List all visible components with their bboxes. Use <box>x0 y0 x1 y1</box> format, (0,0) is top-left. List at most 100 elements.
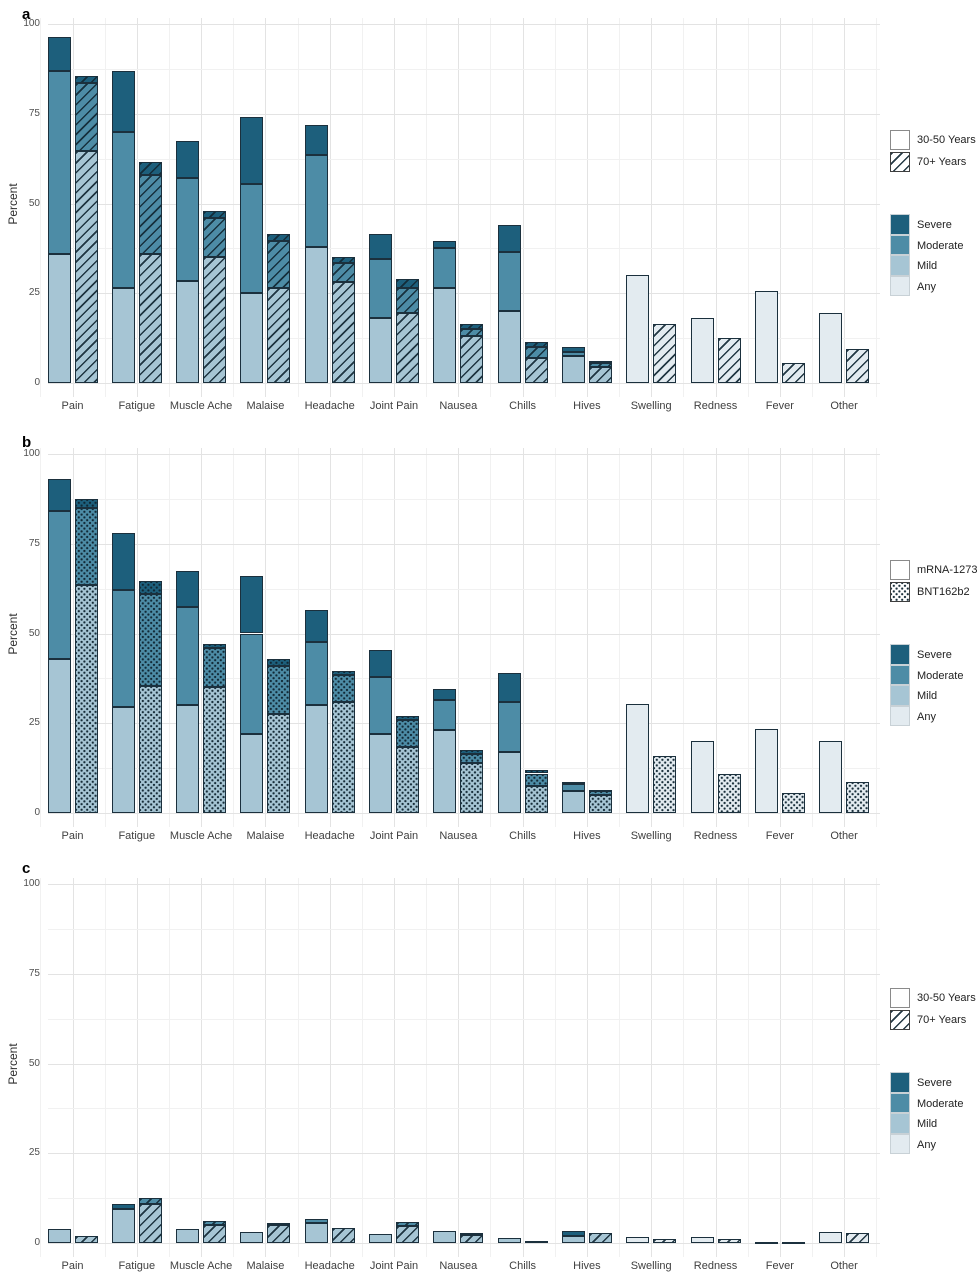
gridline-vertical <box>201 448 203 827</box>
bar-segment <box>331 257 355 263</box>
bar-segment <box>304 705 328 813</box>
hatch-pattern <box>782 364 804 382</box>
bar-segment <box>396 1221 419 1227</box>
category-label: Swelling <box>630 830 672 842</box>
hatch-pattern <box>718 339 740 382</box>
bar-segment <box>74 585 98 813</box>
gridline-vertical-minor <box>619 878 621 1257</box>
bar-segment <box>433 699 457 731</box>
category-label: Redness <box>693 1260 738 1272</box>
bar-segment <box>111 707 135 813</box>
bar-segment <box>267 714 291 813</box>
hatch-pattern <box>397 1227 418 1242</box>
bar-segment <box>396 278 419 288</box>
bar-segment <box>561 782 585 785</box>
gridline-vertical-minor <box>361 448 363 827</box>
y-axis-tick-label: 25 <box>28 717 40 729</box>
bar-segment <box>240 293 264 383</box>
bar-segment <box>626 1236 650 1243</box>
hatch-pattern <box>204 211 226 217</box>
bar-segment <box>524 347 548 358</box>
dot-pattern <box>139 686 161 812</box>
bar-segment <box>138 1203 162 1243</box>
dot-pattern <box>204 688 226 812</box>
bar-segment <box>396 287 419 313</box>
bar-segment <box>433 1231 457 1243</box>
dot-pattern <box>782 794 804 812</box>
dot-pattern <box>589 792 611 795</box>
bar-segment <box>240 734 264 813</box>
bar-segment <box>396 716 419 720</box>
legend-group-swatch <box>890 152 910 172</box>
hatch-pattern <box>204 1226 226 1242</box>
y-axis-tick-label: 50 <box>28 1057 40 1069</box>
dot-pattern <box>525 770 547 773</box>
gridline-vertical <box>394 878 395 1257</box>
dot-pattern <box>847 783 869 812</box>
bar-segment <box>819 741 843 813</box>
category-label: Pain <box>61 830 84 842</box>
legend-group-label: BNT162b2 <box>917 586 970 598</box>
hatch-pattern <box>847 1233 869 1242</box>
gridline-vertical-minor <box>233 878 235 1257</box>
gridline-vertical-minor <box>876 878 878 1257</box>
bar-segment <box>653 1239 677 1243</box>
bar-segment <box>111 590 135 708</box>
hatch-pattern <box>139 175 161 253</box>
bar-segment <box>267 234 291 242</box>
hatch-pattern <box>525 342 547 347</box>
y-axis-tick-label: 100 <box>23 448 40 459</box>
bar-segment <box>369 734 392 813</box>
y-axis-title: Percent <box>6 1042 20 1085</box>
legend-severity-label: Severe <box>917 649 952 661</box>
bar-segment <box>304 1218 328 1224</box>
gridline-vertical-minor <box>490 878 492 1257</box>
category-label: Pain <box>61 1260 84 1272</box>
gridline-vertical-minor <box>426 878 428 1257</box>
gridline-vertical-minor <box>683 18 685 397</box>
gridline-vertical <box>522 448 524 827</box>
gridline-horizontal-minor <box>47 1108 880 1110</box>
bar-segment <box>561 1235 585 1243</box>
gridline-vertical-minor <box>104 448 106 827</box>
bar-segment <box>47 36 71 71</box>
bar-segment <box>396 1226 419 1243</box>
category-label: Malaise <box>246 830 285 842</box>
bar-segment <box>267 287 291 383</box>
gridline-vertical <box>136 448 138 827</box>
y-axis-tick-label: 0 <box>34 1237 40 1248</box>
bar-segment <box>240 117 264 184</box>
bar-segment <box>369 234 392 260</box>
bar-segment <box>331 1227 355 1243</box>
category-label: Redness <box>693 400 738 412</box>
bar-segment <box>304 610 328 643</box>
hatch-pattern <box>139 1204 161 1242</box>
bar-segment <box>460 762 484 813</box>
category-label: Muscle Ache <box>169 1260 233 1272</box>
dot-pattern <box>75 508 97 585</box>
legend-group-swatch <box>890 560 910 580</box>
bar-segment <box>47 479 71 512</box>
bar-segment <box>819 312 843 383</box>
bar-segment <box>497 672 521 702</box>
hatch-pattern <box>891 1011 909 1029</box>
bar-segment <box>781 1241 805 1244</box>
bar-segment <box>304 246 328 383</box>
bar-segment <box>331 262 355 283</box>
bar-segment <box>203 1221 227 1226</box>
gridline-vertical <box>651 878 653 1257</box>
bar-segment <box>497 311 521 383</box>
bar-segment <box>47 658 71 813</box>
bar-segment <box>717 1239 741 1243</box>
hatch-pattern <box>139 1199 161 1203</box>
bar-segment <box>203 210 227 218</box>
bar-segment <box>111 70 135 132</box>
bar-segment <box>267 658 291 666</box>
bar-segment <box>203 257 227 383</box>
dot-pattern <box>891 583 909 601</box>
bar-segment <box>690 1236 714 1243</box>
bar-segment <box>497 225 521 252</box>
bar-segment <box>74 1235 98 1243</box>
gridline-vertical <box>522 878 524 1257</box>
y-axis-tick-label: 75 <box>28 537 40 549</box>
